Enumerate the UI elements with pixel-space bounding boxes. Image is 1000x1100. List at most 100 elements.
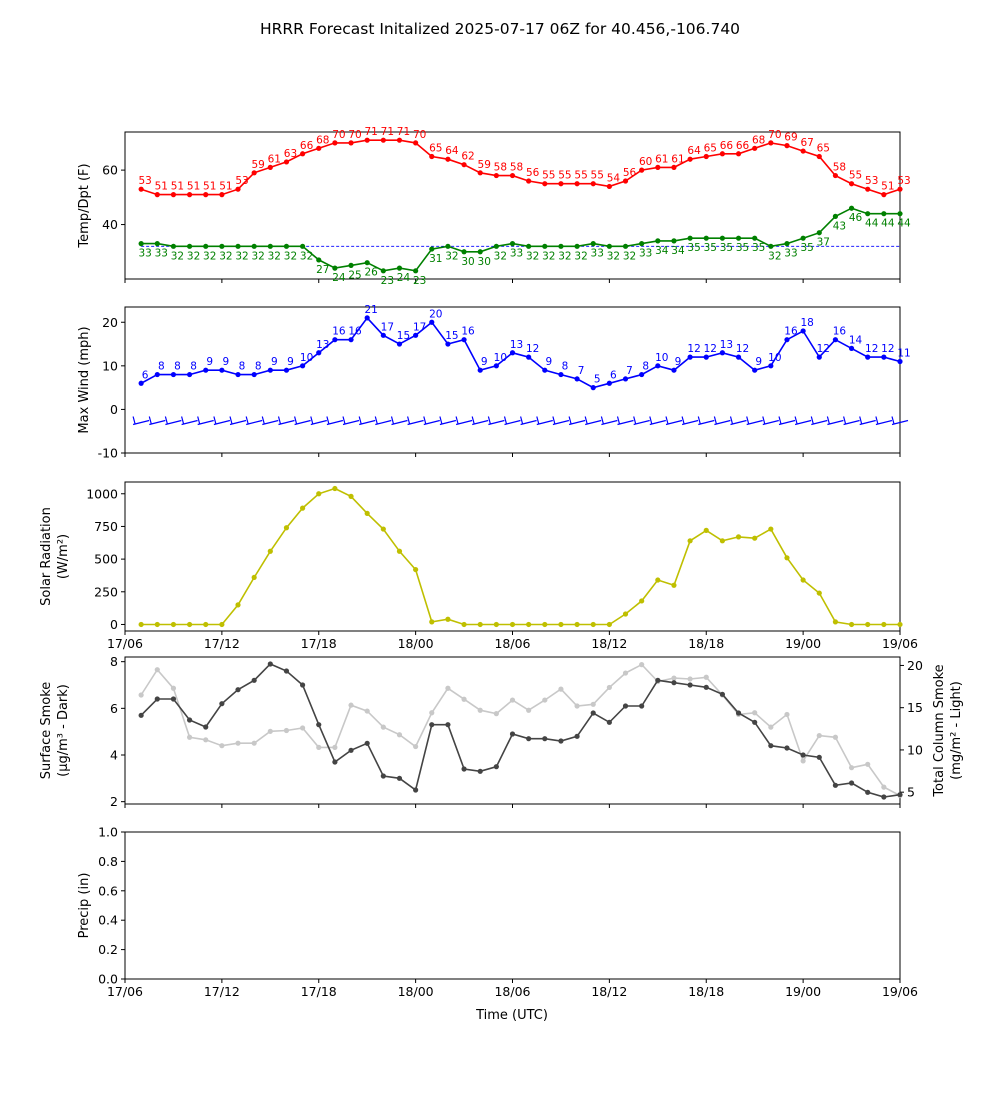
max-wind-point — [170, 371, 177, 378]
max-wind-data-label: 9 — [481, 356, 488, 368]
solar-radiation-point — [639, 598, 645, 604]
max-wind-data-label: 12 — [687, 343, 700, 355]
wind-barb — [859, 416, 876, 426]
surface-smoke-point — [300, 682, 306, 688]
precip-panel: 17/06 17/12 17/18 18/00 18/06 18/12 18/18 19/00… — [77, 825, 918, 1000]
surface-smoke-point — [590, 710, 596, 716]
max-wind-data-label: 8 — [642, 361, 649, 373]
total-column-smoke-point — [639, 662, 645, 668]
surface-smoke-point — [413, 787, 419, 793]
max-wind-point — [865, 354, 871, 360]
dewpoint-data-label: 35 — [720, 242, 733, 254]
temp-data-label: 71 — [397, 126, 410, 138]
total-column-smoke-point — [509, 697, 516, 703]
y2-tick-label: 10 — [907, 742, 923, 757]
max-wind-data-label: 6 — [142, 369, 149, 381]
dewpoint-data-label: 32 — [187, 250, 200, 262]
surface-smoke-point — [251, 677, 257, 683]
temp-data-label: 55 — [558, 170, 571, 182]
y-tick-label: 2 — [110, 794, 118, 809]
y-tick-label: 20 — [102, 315, 118, 330]
dewpoint-data-label: 35 — [687, 242, 700, 254]
wind-barb — [261, 416, 279, 426]
max-wind-data-label: 20 — [429, 308, 442, 320]
temp-data-label: 64 — [687, 145, 701, 157]
temp-point — [881, 192, 887, 198]
temp-data-label: 66 — [300, 140, 314, 152]
surface-smoke-point — [719, 691, 725, 697]
max-wind-data-label: 8 — [190, 361, 197, 373]
max-wind-data-label: 8 — [158, 361, 165, 373]
total-column-smoke-point — [800, 758, 806, 764]
temp-point — [897, 186, 903, 192]
y-tick-label: 0 — [110, 402, 118, 417]
max-wind-data-label: 17 — [381, 321, 394, 333]
max-wind-data-label: 9 — [206, 356, 213, 368]
dewpoint-point — [832, 213, 839, 219]
dewpoint-point — [752, 235, 758, 241]
solar-radiation-point — [622, 611, 629, 617]
total-column-smoke-point — [542, 697, 548, 703]
temp-point — [348, 140, 354, 146]
surface-smoke-point — [154, 696, 160, 702]
temp-point — [445, 156, 451, 162]
y-tick-label: 1000 — [86, 486, 118, 501]
total-column-smoke-point — [832, 734, 839, 740]
total-column-smoke-point — [768, 724, 774, 730]
wind-barb — [713, 416, 731, 426]
max-wind-data-label: 10 — [655, 352, 668, 364]
dewpoint-point — [768, 243, 774, 249]
x-tick-label: 19/06 — [882, 984, 918, 999]
temp-point — [138, 186, 144, 192]
wind-barb — [245, 416, 263, 426]
wind-barb — [616, 416, 634, 426]
max-wind-data-label: 8 — [255, 361, 262, 373]
max-wind-data-label: 6 — [610, 369, 617, 381]
temp-data-label: 55 — [574, 170, 587, 182]
max-wind-data-label: 17 — [413, 321, 426, 333]
temp-point — [154, 192, 160, 198]
solar-radiation-point — [848, 621, 855, 628]
max-wind-point — [687, 354, 693, 360]
dewpoint-data-label: 33 — [510, 248, 523, 260]
max-wind-point — [655, 363, 661, 369]
x-tick-label: 19/06 — [882, 636, 918, 651]
dewpoint-point — [800, 235, 806, 241]
surface-smoke-point — [138, 712, 144, 718]
dewpoint-data-label: 46 — [849, 212, 863, 224]
dewpoint-data-label: 32 — [284, 250, 297, 262]
wind-barb — [148, 416, 166, 426]
wind-barb — [794, 416, 812, 426]
x-tick-label: 17/12 — [204, 984, 240, 999]
y-tick-label: 10 — [102, 358, 118, 373]
max-wind-point — [283, 367, 290, 373]
x-tick-label: 17/18 — [301, 636, 337, 651]
temp-data-label: 58 — [833, 162, 846, 174]
max-wind-data-label: 9 — [223, 356, 230, 368]
dewpoint-point — [154, 241, 160, 247]
max-wind-data-label: 5 — [594, 374, 601, 386]
max-wind-data-label: 16 — [332, 326, 346, 338]
x-tick-label: 18/06 — [494, 984, 530, 999]
max-wind-point — [509, 350, 516, 356]
temp-point — [267, 164, 273, 170]
dewpoint-data-label: 27 — [316, 264, 329, 276]
wind-barb — [213, 416, 231, 426]
x-axis-label: Time (UTC) — [475, 1008, 548, 1023]
max-wind-data-label: 13 — [720, 339, 733, 351]
temp-data-label: 51 — [155, 181, 168, 193]
temp-data-label: 55 — [542, 170, 555, 182]
wind-barb — [423, 416, 440, 426]
axes-frame — [124, 656, 901, 805]
x-tick-label: 18/18 — [688, 636, 724, 651]
temp-data-label: 51 — [881, 181, 894, 193]
temp-data-label: 53 — [138, 175, 151, 187]
dewpoint-point — [461, 249, 467, 255]
max-wind-point — [832, 337, 839, 343]
max-wind-data-label: 16 — [784, 326, 798, 338]
wind-barb — [826, 416, 844, 426]
total-column-smoke-point — [606, 684, 612, 691]
max-wind-data-label: 15 — [397, 330, 410, 342]
total-column-smoke-point — [154, 667, 160, 673]
